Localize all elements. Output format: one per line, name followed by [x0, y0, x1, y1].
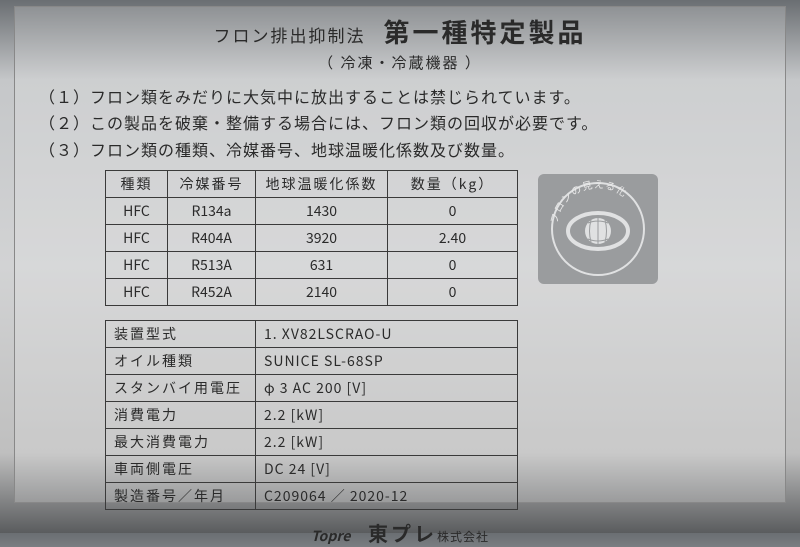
col-type: 種類 [106, 171, 168, 198]
table-row: HFCR452A21400 [106, 279, 518, 306]
globe-eye-icon: フロンの見える化 [548, 179, 648, 279]
table-row: オイル種類SUNICE SL-68SP [106, 348, 518, 375]
table-row: HFCR404A39202.40 [106, 225, 518, 252]
subtitle: （ 冷凍・冷蔵機器 ） [33, 52, 767, 73]
title-right: 第一種特定製品 [383, 13, 586, 50]
note-1: （１）フロン類をみだりに大気中に放出することは禁じられています。 [39, 83, 767, 109]
company-suffix: 株式会社 [437, 528, 489, 545]
table-row: HFCR134a14300 [106, 198, 518, 225]
brand-logo-text: Topre [311, 526, 350, 546]
note-3: （３）フロン類の種類、冷媒番号、地球温暖化係数及び数量。 [39, 136, 767, 162]
table-header-row: 種類 冷媒番号 地球温暖化係数 数量（kg） [106, 171, 518, 198]
table-row: HFCR513A6310 [106, 252, 518, 279]
header: フロン排出抑制法 第一種特定製品 （ 冷凍・冷蔵機器 ） [33, 13, 767, 73]
table-row: 消費電力 2.2 [kW] [106, 402, 518, 429]
col-qty: 数量（kg） [388, 171, 518, 198]
table-row: 装置型式1. XV82LSCRAO-U [106, 321, 518, 348]
title-left: フロン排出抑制法 [213, 22, 365, 47]
col-gwp: 地球温暖化係数 [256, 171, 388, 198]
spec-table: 装置型式1. XV82LSCRAO-U オイル種類SUNICE SL-68SP … [105, 320, 518, 510]
spec-plate: フロン排出抑制法 第一種特定製品 （ 冷凍・冷蔵機器 ） （１）フロン類をみだり… [14, 6, 786, 503]
table-row: 製造番号／年月C209064 ／ 2020-12 [106, 483, 518, 510]
col-number: 冷媒番号 [168, 171, 256, 198]
fluorocarbon-visibility-stamp: フロンの見える化 [538, 174, 658, 284]
tables-area: 種類 冷媒番号 地球温暖化係数 数量（kg） HFCR134a14300 HFC… [105, 170, 518, 510]
notes-block: （１）フロン類をみだりに大気中に放出することは禁じられています。 （２）この製品… [39, 83, 767, 162]
table-row: スタンバイ用電圧φ 3 AC 200 [V] [106, 375, 518, 402]
refrigerant-table: 種類 冷媒番号 地球温暖化係数 数量（kg） HFCR134a14300 HFC… [105, 170, 518, 306]
note-2: （２）この製品を破棄・整備する場合には、フロン類の回収が必要です。 [39, 109, 767, 135]
table-row: 最大消費電力 2.2 [kW] [106, 429, 518, 456]
table-row: 車両側電圧DC 24 [V] [106, 456, 518, 483]
